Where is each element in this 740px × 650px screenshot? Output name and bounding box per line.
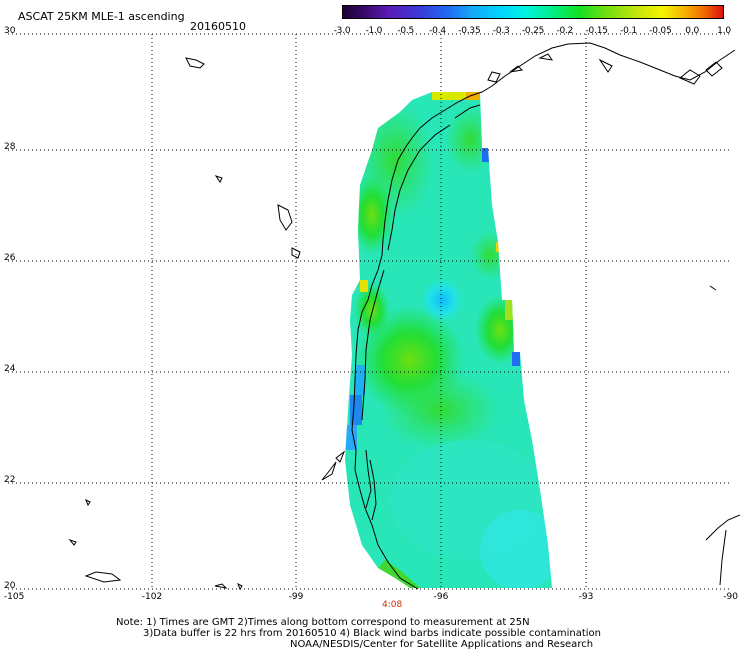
map-title: ASCAT 25KM MLE-1 ascending (18, 10, 185, 23)
latitude-label: 24 (4, 364, 16, 374)
islands (68, 57, 717, 591)
latitude-label: 26 (4, 253, 16, 263)
graticule (8, 34, 730, 589)
map-date: 20160510 (190, 20, 246, 33)
colorbar-tick: 0.0 (685, 26, 700, 36)
longitude-label: -96 (433, 592, 449, 602)
latitude-label: 30 (4, 26, 16, 36)
colorbar-tick: -0.05 (649, 26, 672, 36)
pass-time: 4:08 (382, 600, 403, 610)
note-line-3: NOAA/NESDIS/Center for Satellite Applica… (290, 639, 594, 650)
colorbar-tick: -0.35 (458, 26, 481, 36)
longitude-label: -105 (3, 592, 25, 602)
longitude-label: -90 (723, 592, 738, 602)
colorbar-tick: -1.0 (365, 26, 383, 36)
longitude-label: -102 (141, 592, 163, 602)
colorbar-tick: -0.4 (429, 26, 446, 36)
latitude-label: 28 (4, 142, 16, 152)
colorbar-tick: -0.15 (585, 26, 608, 36)
longitude-label: -93 (578, 592, 594, 602)
note-line-1: Note: 1) Times are GMT 2)Times along bot… (116, 617, 530, 628)
coastline (351, 42, 740, 590)
longitude-label: -99 (288, 592, 304, 602)
note-line-2: 3)Data buffer is 22 hrs from 20160510 4)… (143, 628, 601, 639)
colorbar-tick: -0.3 (492, 26, 510, 36)
colorbar-tick: -0.5 (397, 26, 415, 36)
latitude-label: 20 (4, 581, 16, 591)
colorbar-tick: -0.1 (620, 26, 637, 36)
colorbar-tick: -0.2 (556, 26, 574, 36)
colorbar (342, 5, 724, 19)
latitude-label: 22 (4, 475, 16, 485)
colorbar-tick: -3.0 (333, 26, 351, 36)
colorbar-tick: 1.0 (717, 26, 731, 36)
colorbar-tick: -0.25 (521, 26, 545, 36)
